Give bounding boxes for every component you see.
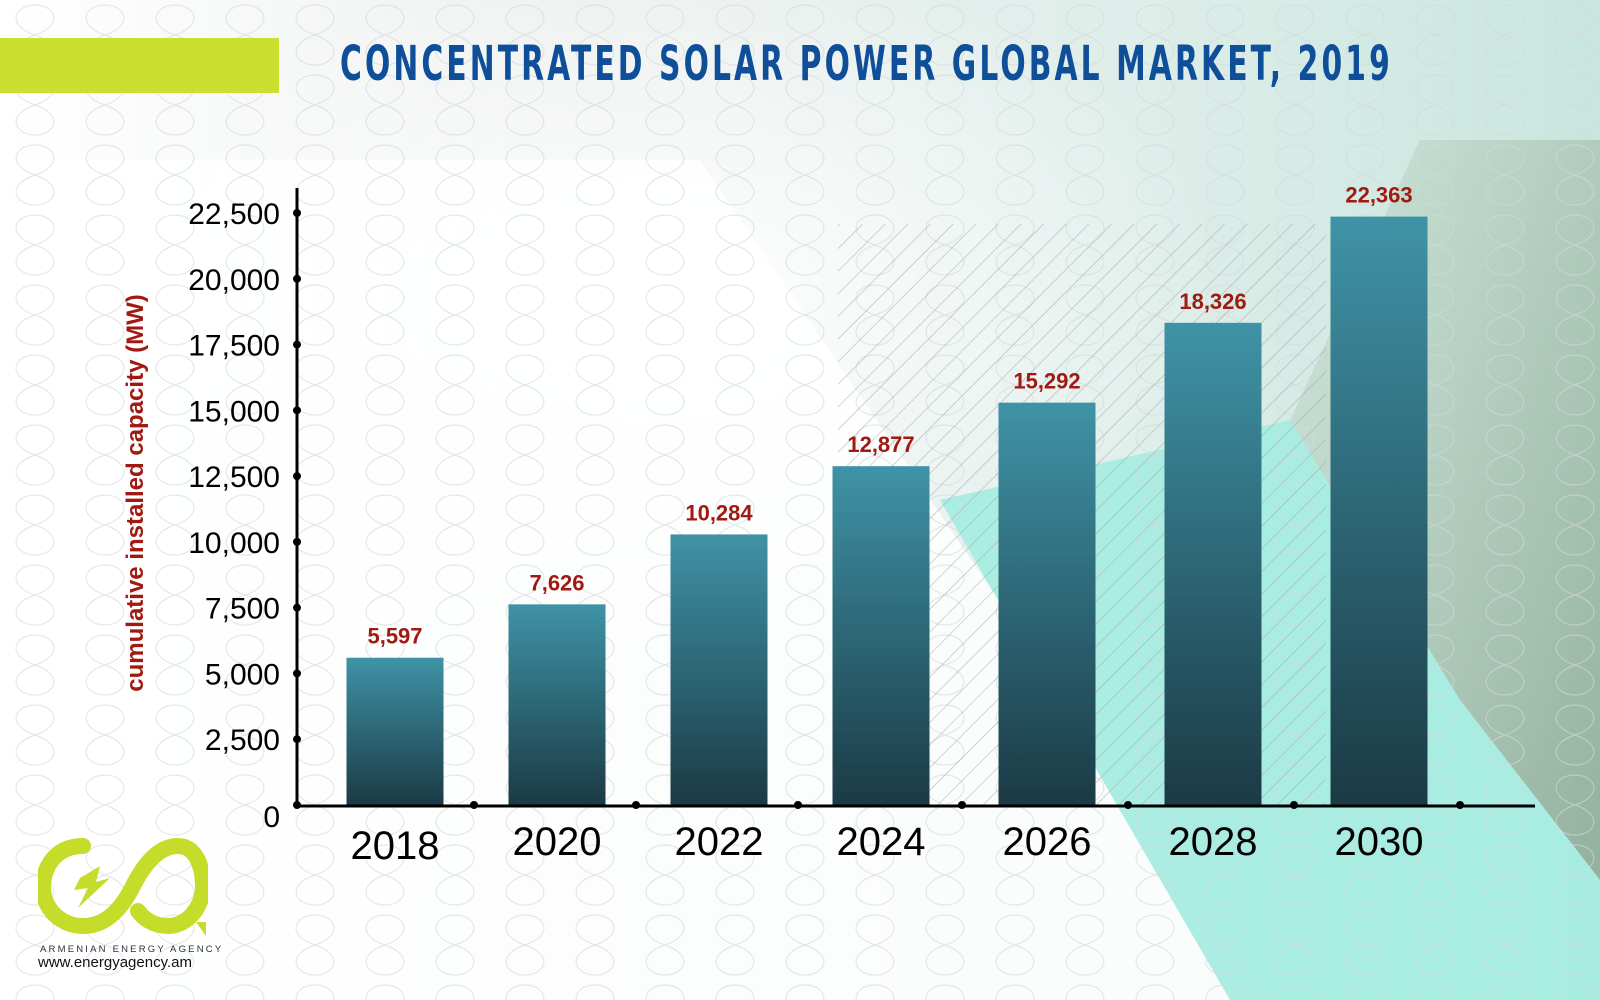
y-axis-label: cumulative installed capacity (MW) <box>122 294 149 691</box>
y-tick-mark <box>293 603 301 612</box>
bar-2024 <box>832 466 930 805</box>
x-tick-mark <box>1290 801 1298 809</box>
x-tick-mark <box>1124 801 1132 809</box>
x-tick-mark <box>1456 801 1464 809</box>
x-tick-label-2024: 2024 <box>837 820 926 864</box>
axes-group <box>295 188 1535 808</box>
value-label-2024: 12,877 <box>847 432 914 457</box>
y-tick-label: 17,500 <box>188 330 280 363</box>
bar-2020 <box>508 604 606 805</box>
x-tick-mark <box>470 801 478 809</box>
y-tick-label: 0 <box>263 801 280 834</box>
bar-2026 <box>998 402 1096 805</box>
y-tick-mark <box>293 209 301 217</box>
x-tick-label-2020: 2020 <box>513 820 602 864</box>
y-tick-mark <box>293 472 301 481</box>
infinity-lightning-logo-icon <box>38 837 208 936</box>
y-tick-label: 22,500 <box>188 198 280 231</box>
bar-2030 <box>1330 216 1428 806</box>
bars-group <box>346 216 1428 806</box>
value-label-2026: 15,292 <box>1013 369 1080 394</box>
bar-2018 <box>346 657 444 805</box>
bar-2028 <box>1164 322 1262 805</box>
x-ticks-group: 2018 2020 2022 2024 2026 2028 2030 <box>351 801 1464 868</box>
chart-title: CONCENTRATED SOLAR POWER GLOBAL MARKET, … <box>340 36 1393 92</box>
y-tick-label: 12,500 <box>188 461 280 494</box>
y-tick-mark <box>293 340 301 349</box>
x-tick-label-2028: 2028 <box>1169 820 1258 864</box>
y-tick-mark <box>293 735 301 744</box>
value-label-2028: 18,326 <box>1179 289 1246 314</box>
accent-bar <box>0 38 279 93</box>
y-tick-label: 20,000 <box>188 264 280 297</box>
y-tick-label: 10,000 <box>188 527 280 560</box>
x-tick-label-2030: 2030 <box>1335 820 1424 864</box>
y-tick-mark <box>293 406 301 415</box>
website-link[interactable]: www.energyagency.am <box>38 954 192 971</box>
value-label-2020: 7,626 <box>529 570 584 595</box>
x-tick-mark <box>794 801 802 809</box>
x-tick-mark <box>958 801 966 809</box>
y-tick-mark <box>293 274 301 283</box>
organization-name: ARMENIAN ENERGY AGENCY <box>40 944 224 955</box>
value-labels-group: 5,597 7,626 10,284 12,877 15,292 18,326 22,363 <box>367 183 1412 649</box>
bar-2022 <box>670 534 768 805</box>
x-tick-label-2018: 2018 <box>351 824 440 868</box>
x-tick-label-2026: 2026 <box>1003 820 1092 864</box>
y-tick-label: 2,500 <box>205 724 280 757</box>
y-ticks-group: 0 2,500 5,000 7,500 10,000 12,500 15,000 17,500… <box>188 198 301 834</box>
y-tick-mark <box>293 801 301 809</box>
value-label-2018: 5,597 <box>367 624 422 649</box>
x-tick-mark <box>632 801 640 809</box>
value-label-2030: 22,363 <box>1345 183 1412 208</box>
y-tick-label: 7,500 <box>205 593 280 626</box>
y-tick-mark <box>293 669 301 678</box>
value-label-2022: 10,284 <box>685 500 753 525</box>
y-tick-mark <box>293 537 301 546</box>
x-tick-label-2022: 2022 <box>675 820 764 864</box>
y-tick-label: 15,000 <box>188 395 280 428</box>
y-tick-label: 5,000 <box>205 658 280 691</box>
